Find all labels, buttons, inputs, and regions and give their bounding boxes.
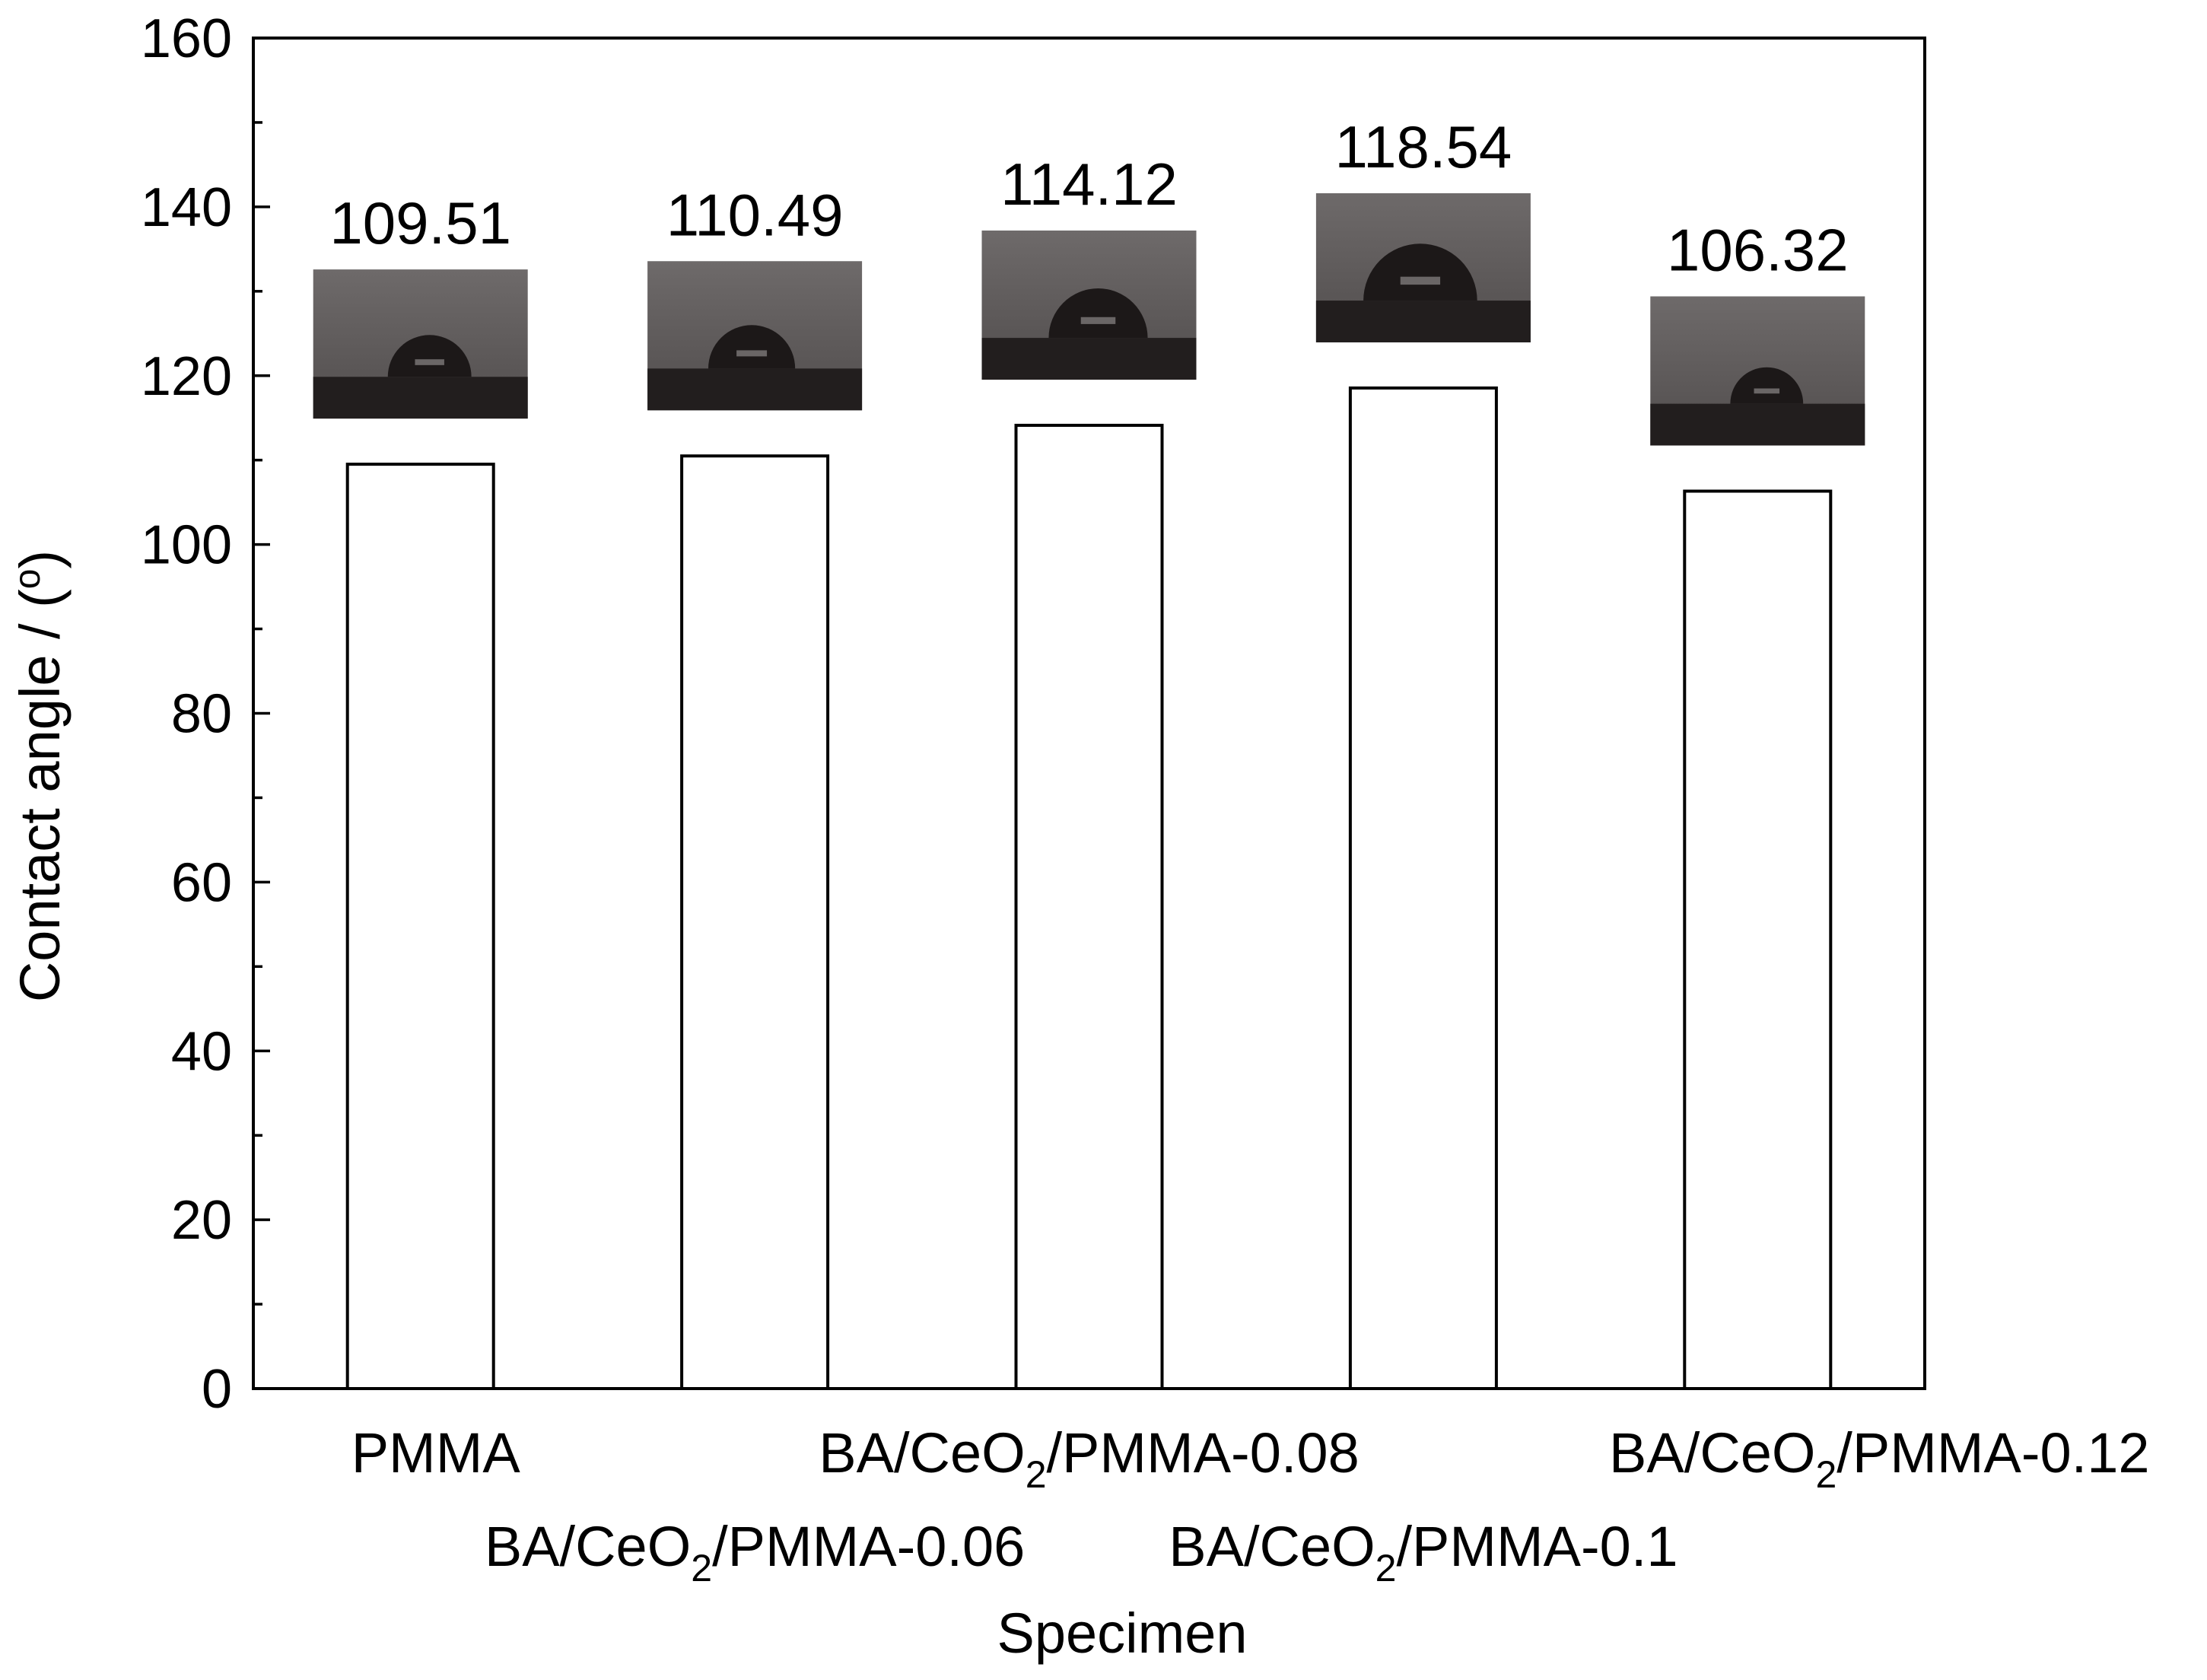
droplet-inset-3 (1315, 192, 1531, 342)
plot-frame (252, 37, 1926, 1390)
y-tick-label: 0 (202, 1359, 232, 1420)
y-axis-title: Contact angle / (o) (8, 550, 72, 1002)
y-tick-label: 120 (141, 346, 232, 407)
bar-3 (1348, 386, 1498, 1390)
y-tick-label: 80 (171, 684, 232, 745)
droplet-highlight (1754, 388, 1780, 394)
droplet-inset-4 (1650, 296, 1865, 446)
water-droplet (708, 325, 796, 369)
bar-4 (1683, 489, 1833, 1391)
inset-substrate (1315, 301, 1531, 342)
data-label-2: 114.12 (1000, 151, 1178, 218)
y-tick-label: 20 (171, 1190, 232, 1251)
data-labels: 109.51 110.49 114.12 118.54 106.32 (329, 113, 1848, 284)
bars (345, 386, 1833, 1391)
y-tick-label: 60 (171, 852, 232, 913)
x-tick-label-0: PMMA (351, 1421, 521, 1484)
data-label-3: 118.54 (1335, 113, 1512, 180)
y-tick-label: 100 (141, 515, 232, 576)
data-label-0: 109.51 (329, 189, 511, 256)
data-label-4: 106.32 (1667, 217, 1849, 284)
inset-substrate (981, 338, 1197, 380)
x-axis: PMMA BA/CeO2/PMMA-0.06 BA/CeO2/PMMA-0.08 BA… (351, 1421, 2150, 1589)
droplet-insets (313, 192, 1865, 446)
y-tick-label: 140 (141, 177, 232, 238)
droplet-highlight (736, 350, 768, 357)
y-tick-label: 160 (141, 8, 232, 69)
droplet-inset-0 (313, 269, 528, 419)
inset-substrate (647, 368, 863, 411)
data-label-1: 110.49 (666, 181, 844, 248)
water-droplet (1363, 243, 1477, 301)
inset-substrate (313, 377, 528, 419)
water-droplet (1730, 367, 1804, 404)
droplet-inset-2 (981, 230, 1197, 380)
droplet-highlight (1080, 317, 1116, 324)
inset-substrate (1650, 403, 1865, 446)
y-tick-label: 40 (171, 1021, 232, 1082)
x-tick-label-4: BA/CeO2/PMMA-0.12 (1609, 1421, 2149, 1496)
x-axis-title: Specimen (997, 1602, 1247, 1665)
droplet-highlight (1400, 276, 1441, 285)
bar-1 (680, 454, 830, 1390)
water-droplet (387, 335, 472, 377)
droplet-highlight (415, 359, 444, 365)
bar-0 (345, 463, 495, 1390)
x-tick-label-1: BA/CeO2/PMMA-0.06 (485, 1515, 1025, 1589)
y-axis: 0 20 40 60 80 100 120 140 160 (141, 8, 270, 1420)
x-tick-label-2: BA/CeO2/PMMA-0.08 (819, 1421, 1359, 1496)
x-tick-label-3: BA/CeO2/PMMA-0.1 (1169, 1515, 1678, 1589)
droplet-inset-1 (647, 261, 863, 411)
bar-2 (1014, 423, 1164, 1391)
water-droplet (1048, 288, 1148, 339)
